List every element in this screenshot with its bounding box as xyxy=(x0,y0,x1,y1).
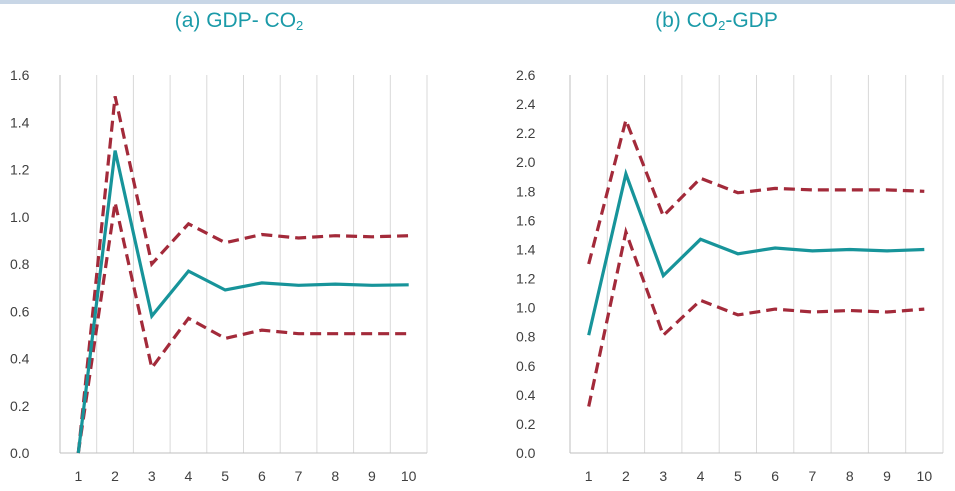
y-tick-label: 1.4 xyxy=(516,241,536,257)
y-tick-label: 0.4 xyxy=(10,351,30,367)
upper-confidence-band xyxy=(76,95,409,454)
y-tick-label: 0.8 xyxy=(10,256,30,272)
chart-panel-b: (b) CO2-GDP 0.0 0.2 0.4 0.6 0.8 1.0 1.2 1.4 1.6 1… xyxy=(478,0,955,491)
x-tick-label: 4 xyxy=(697,468,705,484)
x-tick-label: 8 xyxy=(331,468,339,484)
chart-panel-a: (a) GDP- CO2 0.0 0.2 0.4 0.6 0.8 1.0 1.2 1.4 1.6… xyxy=(10,9,428,484)
y-tick-label: 0.8 xyxy=(516,329,536,345)
y-tick-label: 1.8 xyxy=(516,183,536,199)
x-tick-label: 8 xyxy=(846,468,854,484)
y-tick-label: 1.2 xyxy=(516,271,536,287)
x-tick-label: 9 xyxy=(368,468,376,484)
chart-title-b: (b) CO2-GDP xyxy=(655,9,778,33)
impulse-response-line xyxy=(587,168,925,336)
y-tick-label: 1.2 xyxy=(10,162,30,178)
plot-area-b: 0.0 0.2 0.4 0.6 0.8 1.0 1.2 1.4 1.6 1.8 2.0 2.2 2.4 2… xyxy=(516,67,944,484)
x-tick-label: 2 xyxy=(111,468,119,484)
y-tick-label: 0.6 xyxy=(10,303,30,319)
x-tick-label: 4 xyxy=(185,468,193,484)
x-tick-label: 7 xyxy=(809,468,817,484)
y-tick-label: 2.0 xyxy=(516,154,536,170)
lower-confidence-band xyxy=(587,226,925,407)
x-tick-label: 1 xyxy=(585,468,593,484)
y-tick-label: 2.6 xyxy=(516,67,536,83)
x-tick-label: 5 xyxy=(221,468,229,484)
y-tick-label: 2.4 xyxy=(516,96,536,112)
impulse-response-line xyxy=(76,150,409,454)
x-tick-label: 7 xyxy=(295,468,303,484)
x-tick-label: 3 xyxy=(148,468,156,484)
x-tick-label: 10 xyxy=(917,468,933,484)
x-tick-label: 6 xyxy=(771,468,779,484)
x-tick-label: 2 xyxy=(622,468,630,484)
y-tick-label: 0.0 xyxy=(10,445,30,461)
lower-confidence-band xyxy=(76,202,409,454)
y-tick-label: 1.0 xyxy=(516,300,536,316)
y-tick-label: 0.2 xyxy=(10,398,30,414)
chart-title-a: (a) GDP- CO2 xyxy=(174,9,304,33)
x-tick-label: 3 xyxy=(659,468,667,484)
y-tick-label: 1.6 xyxy=(516,212,536,228)
plot-area-a: 0.0 0.2 0.4 0.6 0.8 1.0 1.2 1.4 1.6 1 2 3 4 5 6 7 8 9 10 xyxy=(10,67,428,484)
y-tick-label: 0.0 xyxy=(516,445,536,461)
x-tick-label: 1 xyxy=(74,468,82,484)
x-tick-label: 5 xyxy=(734,468,742,484)
y-tick-label: 0.2 xyxy=(516,416,536,432)
y-tick-label: 1.6 xyxy=(10,67,30,83)
y-tick-label: 0.6 xyxy=(516,358,536,374)
y-tick-label: 2.2 xyxy=(516,125,536,141)
y-tick-label: 1.4 xyxy=(10,114,30,130)
x-tick-label: 10 xyxy=(401,468,417,484)
x-tick-label: 9 xyxy=(883,468,891,484)
upper-confidence-band xyxy=(587,114,925,265)
y-tick-label: 1.0 xyxy=(10,209,30,225)
top-border xyxy=(0,0,955,4)
y-tick-label: 0.4 xyxy=(516,387,536,403)
x-tick-label: 6 xyxy=(258,468,266,484)
